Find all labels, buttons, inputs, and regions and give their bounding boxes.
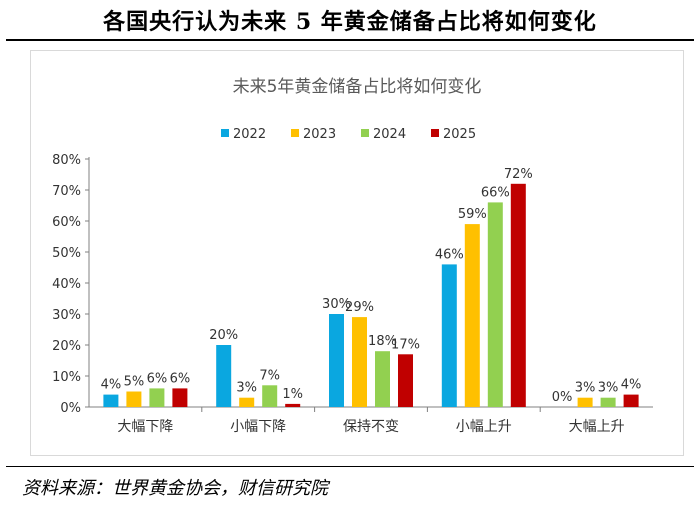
x-tick-label: 小幅上升 [456, 419, 512, 435]
data-label: 5% [124, 375, 145, 390]
legend-swatch-2022 [221, 129, 229, 137]
legend-label-2024: 2024 [373, 127, 406, 142]
bar-2023-1 [239, 397, 255, 407]
bar-2022-0 [103, 394, 119, 407]
data-label: 20% [209, 328, 238, 343]
data-label: 0% [552, 390, 573, 405]
bar-chart: 未来5年黄金储备占比将如何变化 2022 2023 2024 2025 0% 10% 20% 3… [52, 77, 653, 435]
bar-2024-0 [149, 388, 165, 407]
x-tick-label: 大幅下降 [117, 419, 173, 435]
bar-2023-2 [352, 317, 367, 407]
data-label: 59% [458, 207, 487, 222]
bar-2022-3 [441, 264, 457, 407]
data-label: 66% [481, 185, 510, 200]
data-label: 1% [282, 387, 303, 402]
y-tick-label: 20% [52, 339, 81, 354]
data-label: 3% [575, 381, 596, 396]
bar-2024-1 [262, 385, 278, 407]
x-tick-label: 小幅下降 [230, 419, 286, 435]
y-tick-label: 0% [60, 401, 81, 416]
page-title: 各国央行认为未来 5 年黄金储备占比将如何变化 [103, 9, 597, 35]
legend-label-2025: 2025 [443, 127, 476, 142]
bar-2022-2 [329, 314, 344, 407]
data-label: 7% [259, 368, 280, 383]
data-label: 4% [101, 378, 122, 393]
bar-2025-4 [623, 394, 639, 407]
bar-2023-3 [464, 224, 480, 407]
data-label: 17% [391, 337, 420, 352]
title-rule [6, 39, 694, 41]
bar-2024-4 [600, 397, 616, 407]
bar-2025-1 [285, 403, 301, 407]
bar-2025-3 [510, 183, 526, 407]
y-tick-label: 70% [52, 184, 81, 199]
data-label: 18% [368, 334, 397, 349]
bar-2025-2 [398, 354, 413, 407]
y-tick-label: 40% [52, 277, 81, 292]
bar-2022-1 [216, 345, 232, 407]
bar-2025-0 [172, 388, 188, 407]
y-tick-label: 50% [52, 246, 81, 261]
y-tick-label: 30% [52, 308, 81, 323]
chart-frame: 未来5年黄金储备占比将如何变化 2022 2023 2024 2025 0% 10% 20% 3… [30, 50, 684, 456]
source-note: 资料来源：世界黄金协会，财信研究院 [22, 478, 328, 499]
legend-label-2023: 2023 [303, 127, 336, 142]
legend-swatch-2024 [361, 129, 369, 137]
data-label: 3% [236, 381, 257, 396]
data-label: 46% [435, 247, 464, 262]
x-tick-label: 大幅上升 [569, 419, 625, 435]
data-label: 72% [504, 167, 533, 182]
data-label: 3% [598, 381, 619, 396]
data-label: 6% [170, 371, 191, 386]
source-rule [6, 466, 694, 467]
data-label: 4% [621, 378, 642, 393]
x-tick-label: 保持不变 [343, 419, 399, 435]
bar-2023-0 [126, 391, 142, 407]
bar-2024-3 [487, 202, 503, 407]
legend-swatch-2023 [291, 129, 299, 137]
data-label: 30% [322, 297, 351, 312]
legend-swatch-2025 [431, 129, 439, 137]
chart-title: 未来5年黄金储备占比将如何变化 [233, 77, 482, 97]
y-tick-label: 80% [52, 153, 81, 168]
legend-label-2022: 2022 [233, 127, 266, 142]
data-label: 6% [147, 371, 168, 386]
y-tick-label: 10% [52, 370, 81, 385]
bar-2023-4 [577, 397, 593, 407]
y-tick-label: 60% [52, 215, 81, 230]
bar-2024-2 [375, 351, 390, 407]
data-label: 29% [345, 300, 374, 315]
